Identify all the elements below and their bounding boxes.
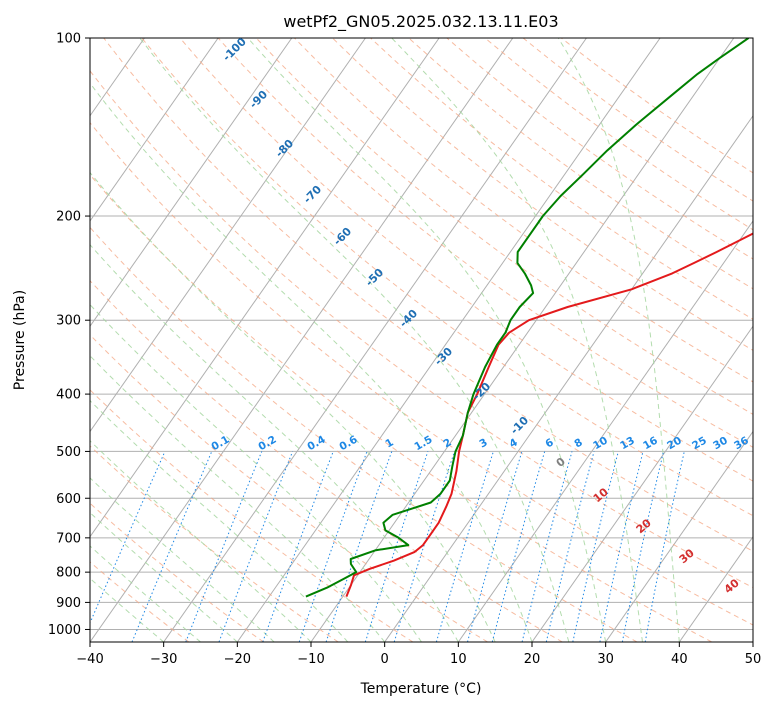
moist-adiabat-line: [90, 243, 459, 642]
y-axis-label: Pressure (hPa): [12, 290, 28, 390]
isotherm-line: [90, 38, 440, 538]
dry-adiabat-line: [179, 38, 753, 482]
dry-adiabat-line: [90, 334, 488, 642]
x-tick-label: 30: [597, 652, 614, 667]
mixing-ratio-line: [545, 451, 595, 642]
dry-adiabat-line: [90, 121, 753, 626]
x-tick-label: 40: [671, 652, 688, 667]
mixing-ratio-line: [218, 451, 294, 642]
dry-adiabat-line: [90, 279, 563, 642]
mixing-ratio-line: [521, 451, 573, 642]
dry-adiabat-line: [294, 38, 753, 383]
isotherm-line: [90, 38, 514, 642]
moist-adiabat-line: [90, 399, 349, 642]
mixing-ratio-line: [185, 451, 263, 642]
mixing-ratio-line: [572, 451, 619, 642]
y-tick-label: 800: [56, 566, 81, 581]
moist-adiabat-line: [90, 577, 165, 642]
y-tick-label: 100: [56, 32, 81, 47]
isotherm-line: [90, 38, 366, 433]
y-tick-label: 700: [56, 531, 81, 546]
chart-title: wetPf2_GN05.2025.032.13.11.E03: [283, 12, 558, 32]
moist-adiabat-line: [90, 303, 422, 642]
x-axis-label: Temperature (°C): [360, 681, 482, 697]
moist-adiabat-line: [90, 355, 386, 642]
dry-adiabat-line: [90, 70, 753, 589]
isotherm-line: [163, 38, 587, 642]
isotherm-line: [90, 38, 219, 222]
dry-adiabat-line: [255, 38, 753, 415]
mixing-ratio-line: [491, 451, 546, 642]
y-tick-label: 1000: [48, 623, 81, 638]
x-tick-label: −10: [297, 652, 324, 667]
moist-adiabat-line: [90, 82, 533, 642]
mixing-ratio-line: [325, 451, 393, 642]
moist-adiabat-line: [90, 545, 201, 642]
mixing-ratio-line: [90, 451, 166, 625]
mixing-ratio-line: [364, 451, 429, 642]
isotherm-line: [236, 38, 661, 642]
plot-area: [90, 38, 753, 642]
dry-adiabat-line: [103, 38, 753, 552]
y-tick-label: 400: [56, 388, 81, 403]
isotherm-line: [605, 430, 753, 642]
moist-adiabat-line: [90, 512, 238, 642]
y-tick-label: 600: [56, 492, 81, 507]
mixing-ratio-line: [298, 451, 368, 642]
temperature-profile-line: [345, 232, 753, 597]
mixing-ratio-line: [131, 451, 213, 642]
dry-adiabat-line: [90, 389, 414, 642]
isotherm-line: [531, 325, 753, 642]
isotherm-line: [678, 535, 753, 642]
y-tick-label: 300: [56, 314, 81, 329]
x-tick-label: 20: [524, 652, 541, 667]
moist-adiabat-line: [139, 38, 570, 642]
x-tick-label: 50: [745, 652, 762, 667]
y-tick-label: 900: [56, 596, 81, 611]
dry-adiabat-line: [90, 226, 638, 642]
axes: -100-90-80-70-60-50-40-30-20-100.1 0.2 0.4…: [48, 32, 761, 668]
isotherm-line: [384, 114, 753, 642]
dry-adiabat-line: [141, 38, 753, 517]
moist-adiabat-line: [557, 38, 680, 642]
moist-adiabat-line: [391, 38, 643, 642]
dewpoint-profile-line: [305, 38, 750, 598]
mixing-ratio-line: [435, 451, 494, 642]
mixing-ratio-line: [262, 451, 334, 642]
moist-adiabat-line: [90, 171, 496, 642]
x-tick-label: 10: [450, 652, 467, 667]
x-tick-label: −20: [224, 652, 251, 667]
y-tick-label: 200: [56, 210, 81, 225]
y-tick-label: 500: [56, 445, 81, 460]
x-tick-label: 0: [381, 652, 389, 667]
mixing-ratio-line: [393, 451, 456, 642]
plot-frame: [89, 37, 754, 643]
x-tick-label: −30: [150, 652, 177, 667]
mixing-ratio-line: [467, 451, 523, 642]
isotherm-line: [90, 38, 293, 328]
isotherm-line: [457, 220, 753, 642]
moist-adiabat-line: [247, 38, 607, 642]
x-tick-label: −40: [76, 652, 103, 667]
dry-adiabat-line: [370, 38, 753, 320]
